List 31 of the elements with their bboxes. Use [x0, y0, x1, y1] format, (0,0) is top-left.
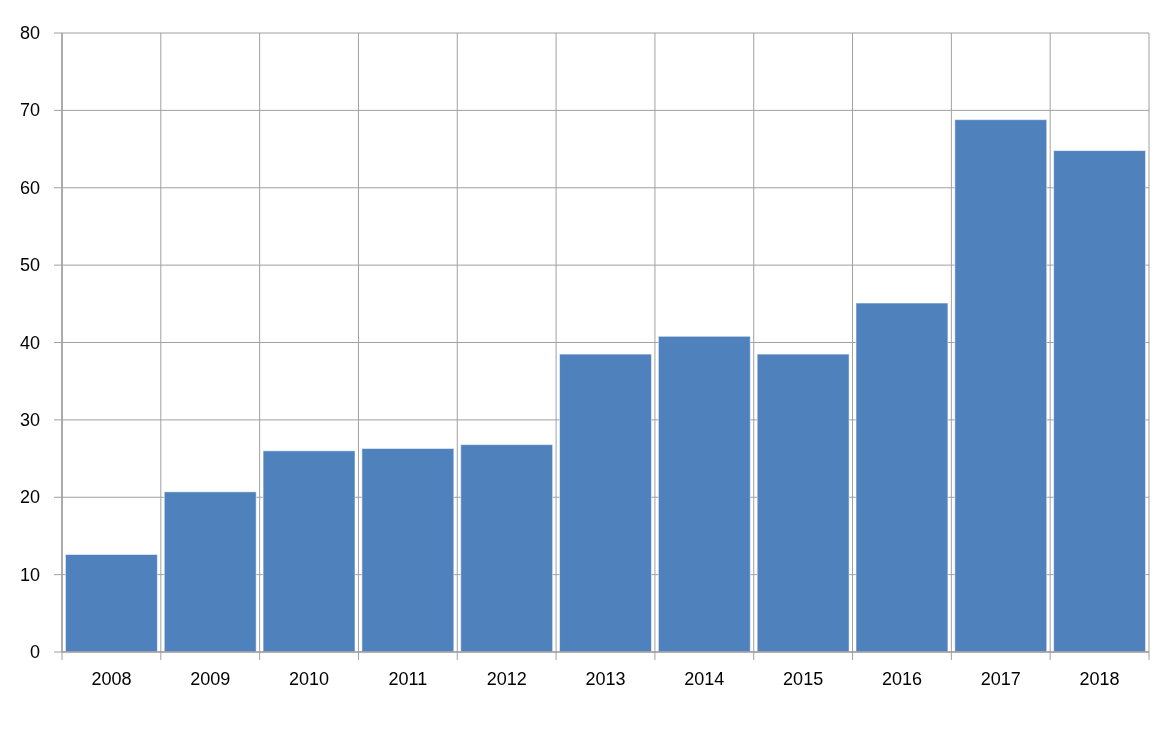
y-tick-label: 50	[19, 255, 40, 276]
y-tick-label: 30	[19, 409, 40, 430]
x-tick-label: 2016	[881, 669, 922, 689]
bar	[262, 450, 356, 653]
x-tick-label: 2009	[190, 669, 231, 689]
bar	[559, 353, 652, 653]
x-tick-label: 2010	[289, 669, 330, 689]
bar	[657, 335, 751, 653]
x-tick-label: 2015	[783, 669, 824, 689]
x-tick-label: 2018	[1079, 669, 1120, 689]
bar	[163, 491, 257, 653]
y-tick-label: 0	[29, 642, 40, 662]
x-tick-label: 2012	[486, 669, 527, 689]
x-tick-label: 2017	[980, 669, 1021, 689]
y-tick-label: 70	[19, 100, 40, 121]
y-tick-label: 80	[19, 23, 40, 43]
y-tick-label: 10	[19, 564, 40, 585]
bar	[361, 448, 455, 653]
bar	[855, 302, 949, 653]
y-tick-label: 40	[19, 332, 40, 353]
bar	[64, 554, 158, 653]
bar	[1053, 150, 1147, 653]
y-tick-label: 60	[19, 177, 40, 198]
x-tick-label: 2008	[91, 669, 132, 689]
bar	[756, 353, 850, 653]
bar	[460, 444, 554, 653]
bar	[954, 119, 1048, 653]
x-tick-label: 2011	[388, 669, 428, 689]
x-tick-label: 2013	[585, 669, 626, 689]
y-tick-label: 20	[19, 487, 40, 508]
x-tick-label: 2014	[684, 669, 725, 689]
